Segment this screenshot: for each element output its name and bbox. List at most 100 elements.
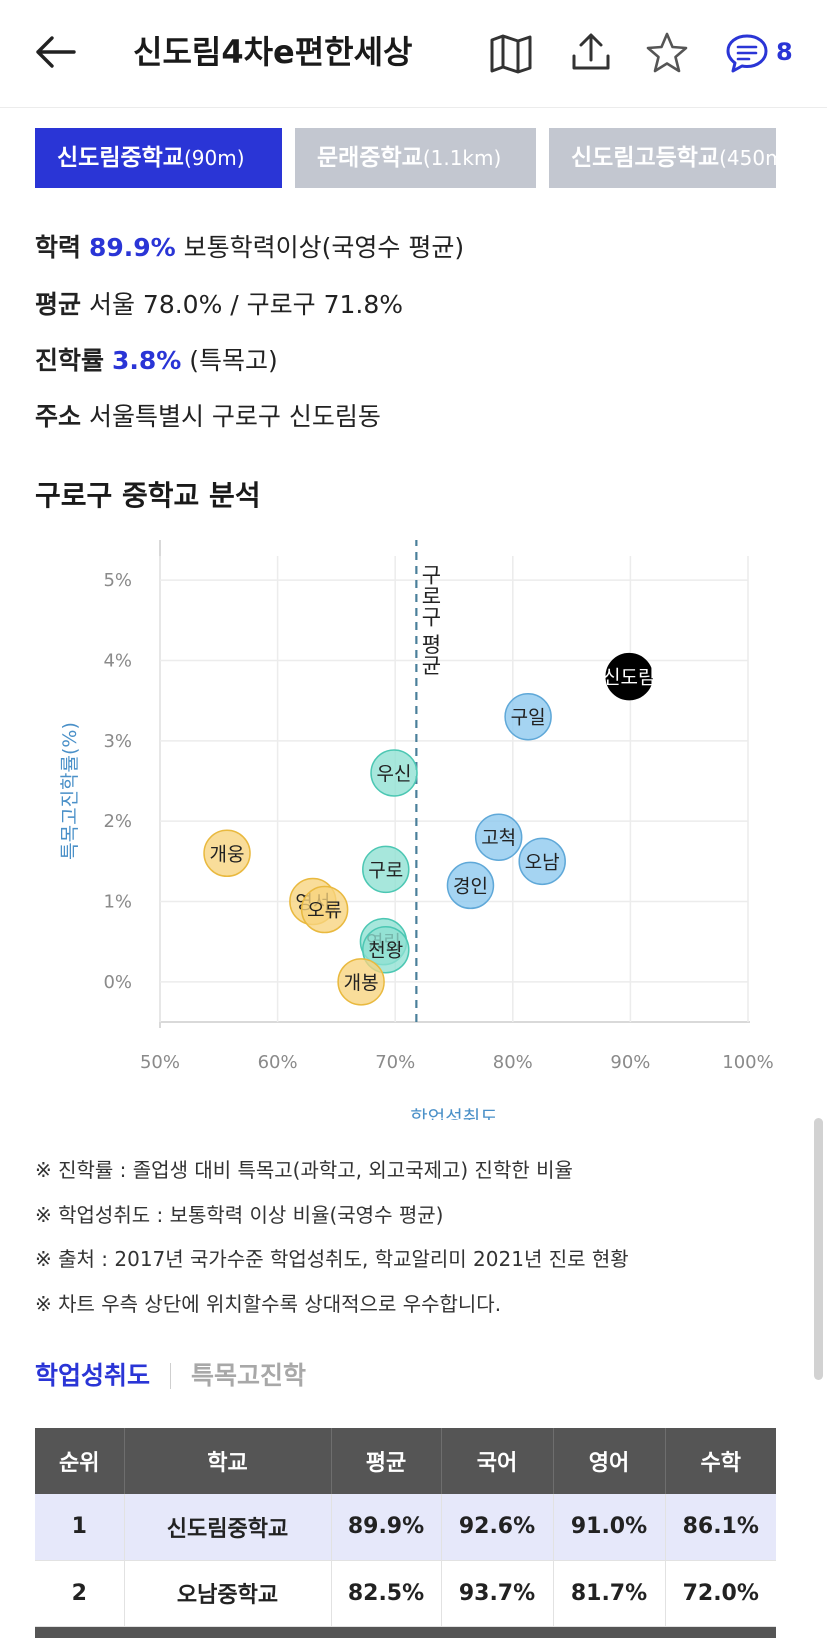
y-tick-label: 2% (103, 811, 132, 832)
column-header-school: 학교 (124, 1428, 332, 1494)
info-achievement: 학력 89.9% 보통학력이상(국영수 평균) (35, 230, 464, 266)
column-header-korean: 국어 (441, 1428, 554, 1494)
chart-point: 구일 (504, 692, 552, 741)
tab-school-1[interactable]: 신도림중학교(90m) (35, 128, 282, 188)
point-bubble (474, 813, 523, 861)
chart-point: 오남 (518, 837, 566, 886)
cell-korean: 92.6% (441, 1494, 554, 1561)
cell-rank: 2 (35, 1560, 125, 1627)
point-bubble (362, 925, 410, 974)
x-tick-label: 80% (493, 1052, 533, 1073)
note-line: ※ 출처 : 2017년 국가수준 학업성취도, 학교알리미 2021년 진로 … (35, 1247, 629, 1271)
chart-grid (159, 540, 750, 1028)
x-axis-label: 학업성취도 (410, 1107, 497, 1120)
x-tick-label: 70% (375, 1052, 415, 1073)
point-label: 구일 (511, 707, 546, 729)
point-bubble (370, 749, 418, 797)
subtab-achievement[interactable]: 학업성취도 (35, 1361, 151, 1390)
tab-school-distance: (1.1km) (422, 146, 502, 170)
cell-english: 81.7% (553, 1560, 666, 1627)
chart-point: 고척 (474, 813, 523, 861)
subtab-divider (170, 1363, 171, 1389)
note-line: ※ 진학률 : 졸업생 대비 특목고(과학고, 외고국제고) 진학한 비율 (35, 1158, 573, 1182)
chart-point: 개봉 (337, 958, 385, 1006)
share-icon[interactable] (568, 30, 614, 76)
cell-math: 86.1% (665, 1494, 776, 1561)
point-label: 고척 (481, 827, 516, 849)
y-tick-label: 3% (103, 731, 132, 752)
cell-math: 72.0% (665, 1560, 776, 1627)
y-tick-label: 1% (103, 892, 132, 913)
y-tick-label: 4% (103, 651, 132, 672)
table-row[interactable]: 2 오남중학교 82.5% 93.7% 81.7% 72.0% (35, 1560, 776, 1627)
chart-point: 경인 (446, 861, 495, 910)
subtab-special-school[interactable]: 특목고진학 (191, 1361, 307, 1390)
map-icon[interactable] (488, 30, 534, 76)
point-label: 오남 (525, 851, 560, 873)
point-label: 우신 (377, 763, 412, 785)
back-arrow-icon[interactable] (30, 30, 80, 74)
point-label: 개봉 (344, 972, 379, 994)
point-bubble (203, 829, 251, 878)
cell-average: 82.5% (331, 1560, 442, 1627)
tab-school-name: 신도림중학교 (57, 145, 184, 171)
cell-rank: 1 (35, 1494, 125, 1561)
point-bubble (300, 885, 349, 934)
cell-english: 91.0% (553, 1494, 666, 1561)
column-header-rank: 순위 (35, 1428, 125, 1494)
chart-points: 신도림구일고척오남경인우신구로영림천왕개웅영서오류개봉 (203, 652, 655, 1006)
y-tick-label: 0% (103, 972, 132, 993)
x-tick-label: 90% (610, 1052, 650, 1073)
tab-school-2[interactable]: 문래중학교(1.1km) (295, 128, 536, 188)
tab-school-distance: (90m) (183, 146, 245, 170)
point-bubble (504, 692, 552, 741)
x-tick-label: 100% (722, 1052, 773, 1073)
tab-school-name: 문래중학교 (317, 145, 423, 171)
info-key: 주소 (35, 402, 82, 431)
app-header: 신도림4차e편한세상 8 (0, 0, 827, 108)
point-label: 신도림 (603, 667, 655, 689)
scatter-chart: 0%1%2%3%4%5% 50% 60% 70% 80% 90% 100% 구로구 평균 … (59, 540, 774, 1120)
info-advance-rate: 진학률 3.8% (특목고) (35, 343, 278, 379)
chart-point: 개웅 (203, 829, 251, 878)
chart-point: 오류 (300, 885, 349, 934)
y-axis-label: 특목고진학률(%) (59, 722, 81, 860)
tab-school-3[interactable]: 신도림고등학교(450m) (549, 128, 776, 188)
info-value: 서울 78.0% / 구로구 71.8% (88, 290, 404, 319)
point-bubble (518, 837, 566, 886)
section-title: 구로구 중학교 분석 (35, 479, 261, 512)
point-bubble (605, 652, 653, 701)
comment-count[interactable]: 8 (776, 38, 793, 66)
point-bubble (362, 845, 410, 894)
page-title: 신도림4차e편한세상 (133, 33, 413, 71)
x-tick-label: 50% (140, 1052, 180, 1073)
info-key: 평균 (35, 290, 82, 319)
x-axis-ticks: 50% 60% 70% 80% 90% 100% (140, 1052, 774, 1073)
info-average: 평균 서울 78.0% / 구로구 71.8% (35, 287, 403, 323)
y-axis-ticks: 0% 1% 2% 3% 4% 5% (103, 570, 132, 993)
chart-point: 우신 (370, 749, 418, 797)
star-icon[interactable] (644, 30, 690, 76)
point-bubble (337, 958, 385, 1006)
comment-icon[interactable] (724, 30, 770, 76)
point-label: 천왕 (368, 940, 403, 962)
y-tick-label: 5% (103, 570, 132, 591)
x-tick-label: 60% (258, 1052, 298, 1073)
cell-school: 오남중학교 (124, 1560, 332, 1627)
info-value: 서울특별시 구로구 신도림동 (88, 402, 381, 431)
chart-point: 신도림 (603, 652, 655, 701)
table-header-row: 순위 학교 평균 국어 영어 수학 (35, 1428, 776, 1494)
table-row[interactable]: 1 신도림중학교 89.9% 92.6% 91.0% 86.1% (35, 1494, 776, 1561)
info-desc: 보통학력이상(국영수 평균) (183, 233, 465, 262)
point-label: 구로 (368, 859, 403, 881)
column-header-math: 수학 (665, 1428, 776, 1494)
column-header-average: 평균 (331, 1428, 442, 1494)
table-next-header (35, 1627, 776, 1638)
ranking-table: 순위 학교 평균 국어 영어 수학 1 신도림중학교 89.9% 92.6% 9… (35, 1428, 776, 1627)
tab-school-name: 신도림고등학교 (571, 145, 720, 171)
reference-line-group: 구로구 평균 (415, 540, 442, 1022)
chart-point: 천왕 (362, 925, 410, 974)
note-line: ※ 학업성취도 : 보통학력 이상 비율(국영수 평균) (35, 1203, 444, 1227)
info-desc: (특목고) (189, 346, 278, 375)
scrollbar[interactable] (814, 1118, 823, 1380)
